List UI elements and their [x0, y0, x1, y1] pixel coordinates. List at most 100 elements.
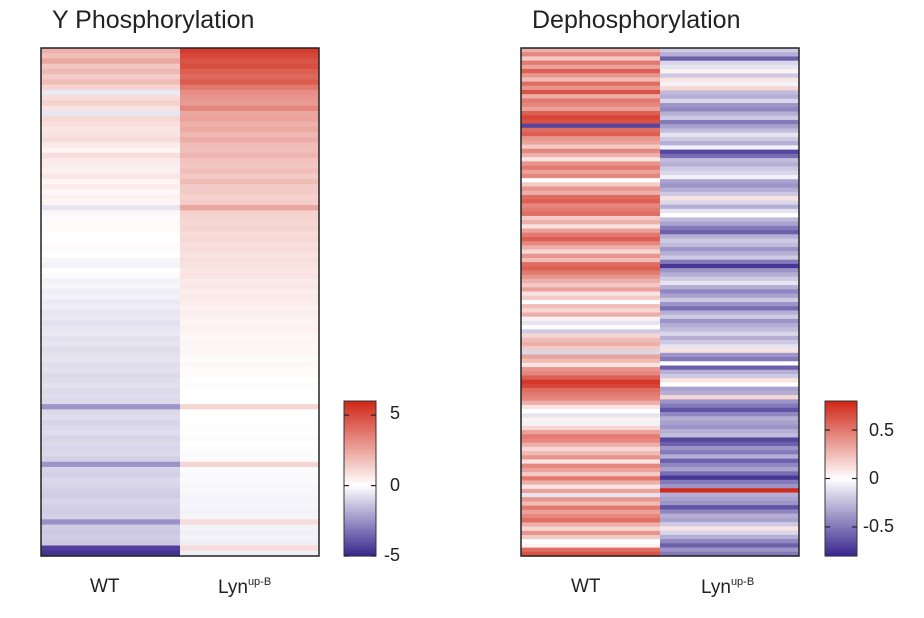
heatmap-cell	[521, 316, 661, 322]
heatmap-cell	[660, 386, 800, 392]
heatmap-cell	[660, 378, 800, 384]
heatmap-cell	[521, 434, 661, 440]
heatmap-cell	[660, 390, 800, 396]
heatmap-cell	[660, 56, 800, 62]
colorbar-segment	[825, 470, 857, 474]
heatmap-cell	[41, 425, 181, 431]
heatmap-cell	[521, 73, 661, 78]
heatmap-cell	[41, 205, 181, 211]
colorbar-segment	[825, 501, 857, 505]
heatmap-cell	[180, 451, 320, 458]
heatmap-cell	[521, 98, 661, 104]
heatmap-cell	[180, 351, 320, 358]
heatmap-cell	[521, 140, 661, 146]
heatmap-cell	[41, 84, 181, 91]
heatmap-cell	[41, 252, 181, 259]
heatmap-cell	[660, 175, 800, 180]
heatmap-cell	[41, 48, 181, 54]
heatmap-cell	[41, 383, 181, 390]
heatmap-cell	[660, 297, 800, 303]
heatmap-cell	[180, 48, 320, 54]
heatmap-cell	[521, 295, 661, 301]
colorbar-segment	[344, 413, 376, 418]
colorbar-segment	[344, 496, 376, 500]
heatmap-cell	[180, 519, 320, 526]
heatmap-cell	[660, 225, 800, 231]
heatmap-cell	[660, 407, 800, 413]
colorbar-segment	[344, 432, 376, 436]
heatmap-cell	[660, 149, 800, 155]
heatmap-cell	[41, 262, 181, 269]
heatmap-cell	[41, 404, 181, 410]
heatmap-cell	[521, 358, 661, 364]
colorbar-segment	[825, 494, 857, 498]
colorbar-segment	[825, 532, 857, 536]
heatmap-cell	[41, 356, 181, 363]
heatmap-cell	[41, 419, 181, 426]
heatmap-cell	[521, 417, 661, 423]
heatmap-cell	[660, 103, 800, 108]
colorbar-segment	[825, 419, 857, 423]
heatmap-cell	[521, 236, 661, 242]
heatmap-cell	[660, 458, 800, 464]
colorbar-segment	[344, 537, 376, 542]
heatmap-cell	[41, 283, 181, 290]
colorbar-segment	[344, 450, 376, 454]
heatmap-cell	[180, 419, 320, 426]
heatmap-cell	[41, 147, 181, 154]
colorbar-segment	[344, 419, 376, 423]
heatmap-cell	[660, 547, 800, 553]
heatmap-cell	[660, 64, 800, 70]
heatmap-cell	[41, 220, 181, 227]
heatmap-cell	[180, 226, 320, 232]
heatmap-cell	[660, 115, 800, 121]
heatmap-cell	[521, 497, 661, 503]
colorbar-tick-label: 0.5	[869, 420, 895, 440]
heatmap-cell	[180, 173, 320, 180]
heatmap-cell	[660, 166, 800, 172]
heatmap-cell	[521, 337, 661, 343]
heatmap-cell	[660, 450, 800, 455]
colorbar-segment	[344, 473, 376, 477]
heatmap-cell	[180, 189, 320, 196]
heatmap-cell	[660, 488, 800, 494]
heatmap-cell	[521, 472, 661, 477]
heatmap-cell	[41, 477, 181, 484]
heatmap-cell	[180, 550, 320, 557]
colorbar-segment	[344, 553, 376, 557]
heatmap-cell	[41, 540, 181, 547]
heatmap-cell	[180, 540, 320, 547]
heatmap-cell	[180, 231, 320, 238]
heatmap-cell	[521, 119, 661, 125]
colorbar-segment	[344, 483, 376, 487]
colorbar-segment	[344, 525, 376, 529]
heatmap-cell	[41, 493, 181, 499]
heatmap-cell	[521, 509, 661, 515]
colorbar-segment	[825, 439, 857, 443]
heatmap-cell	[660, 479, 800, 485]
heatmap-cell	[180, 294, 320, 300]
heatmap-cell	[180, 535, 320, 541]
heatmap-cell	[41, 346, 181, 353]
heatmap-cell	[41, 503, 181, 510]
colorbar-segment	[344, 501, 376, 505]
heatmap-cell	[521, 110, 661, 116]
heatmap-cell	[180, 288, 320, 295]
heatmap-cell	[180, 273, 320, 280]
heatmap-cell	[521, 249, 661, 255]
heatmap-cell	[180, 466, 320, 473]
heatmap-cell	[660, 196, 800, 201]
heatmap-cell	[41, 110, 181, 117]
heatmap-cell	[180, 398, 320, 405]
heatmap-cell	[180, 126, 320, 133]
heatmap-cell	[41, 535, 181, 541]
heatmap-cell	[521, 123, 661, 129]
colorbar-segment	[344, 434, 376, 438]
heatmap-cell	[660, 242, 800, 248]
x-label-text: WT	[571, 576, 601, 597]
colorbar-segment	[344, 426, 376, 431]
heatmap-cell	[521, 547, 661, 553]
heatmap-cell	[660, 441, 800, 447]
heatmap-cell	[521, 283, 661, 288]
heatmap-cell	[521, 190, 661, 196]
